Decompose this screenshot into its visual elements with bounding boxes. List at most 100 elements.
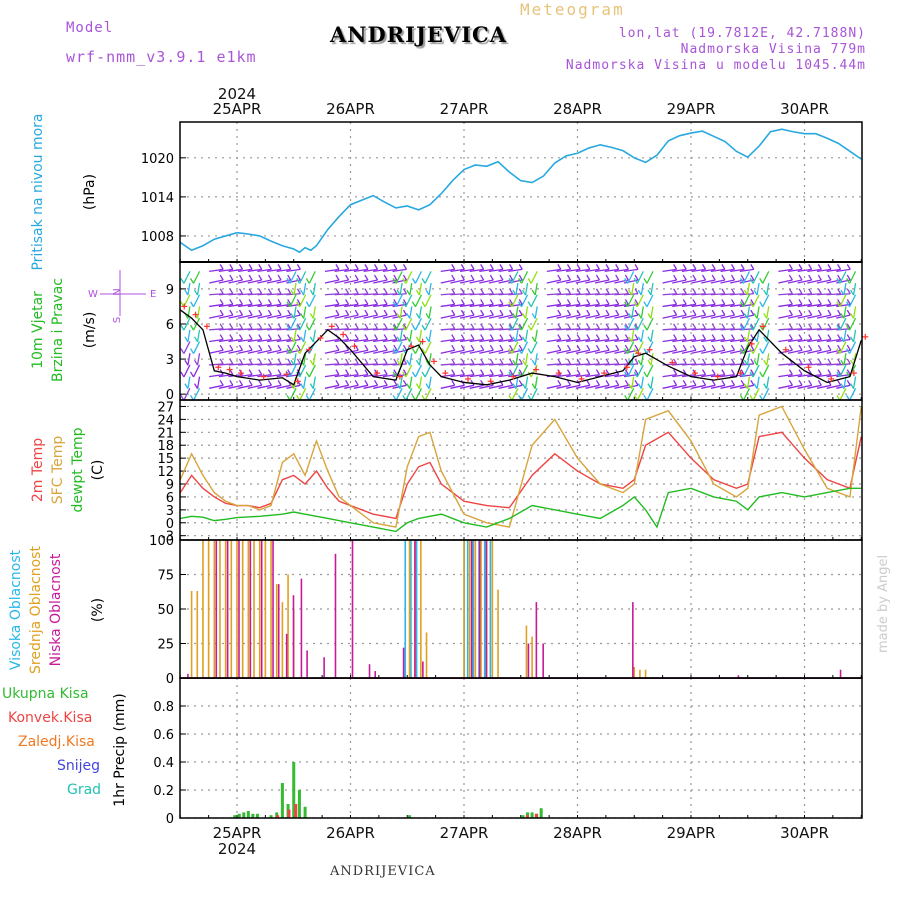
wind-barb: [344, 314, 359, 319]
wind-barb: [585, 293, 600, 296]
wind-barb-tick: [711, 344, 716, 351]
wind-barb: [183, 271, 191, 284]
wind-barb-tick: [425, 289, 430, 296]
wind-barb: [324, 279, 340, 284]
ytick-label-pressure: 1020: [141, 152, 174, 167]
wind-barb: [450, 363, 465, 366]
wind-barb-tick: [846, 299, 851, 305]
wind-barb: [469, 268, 484, 272]
wind-barb-tick: [296, 274, 301, 281]
wind-barb: [778, 328, 793, 331]
wind-barb-tick: [808, 358, 813, 365]
wind-barb: [324, 373, 340, 378]
wind-barb-tick: [296, 278, 301, 284]
wind-barb-tick: [219, 288, 224, 295]
wind-barb-tick: [753, 359, 758, 366]
wind-barb-tick: [277, 369, 282, 375]
wind-barb-tick: [229, 323, 234, 330]
wind-barb: [405, 364, 413, 378]
wind-barb: [257, 293, 272, 296]
wind-barb-tick: [277, 344, 282, 351]
wind-barb-tick: [586, 369, 591, 375]
wind-barb: [720, 303, 735, 308]
wind-barb-tick: [402, 323, 408, 330]
pressure-series-line: [179, 128, 862, 254]
wind-barb-tick: [219, 299, 224, 305]
wind-barb-tick: [393, 274, 398, 281]
wind-barb-tick: [287, 344, 292, 351]
wind-barb-tick: [827, 379, 832, 386]
wind-barb: [730, 293, 745, 296]
wind-barb: [852, 376, 857, 389]
wind-barb: [646, 364, 654, 378]
wind-barb-tick: [749, 324, 754, 331]
wind-barb-tick: [489, 334, 494, 340]
wind-barb-tick: [846, 371, 851, 378]
wind-barb-tick: [499, 344, 504, 351]
wind-barb: [511, 388, 519, 401]
wind-barb-tick: [373, 274, 379, 281]
pressure-unit: (hPa): [82, 174, 98, 210]
wind-barb: [848, 271, 857, 284]
wind-barb-tick: [692, 274, 697, 281]
wind-barb: [650, 353, 654, 366]
wind-barb-tick: [396, 289, 401, 296]
wind-barb-tick: [421, 371, 426, 378]
wind-barb-tick: [586, 299, 591, 305]
wind-barb-tick: [180, 324, 185, 331]
wind-barb-tick: [518, 274, 523, 281]
wind-barb-tick: [850, 313, 855, 319]
wind-barb-tick: [817, 344, 822, 351]
precip-legend-item: Konvek.Kisa: [8, 710, 92, 726]
wind-barb-tick: [557, 334, 562, 340]
wind-barb: [797, 384, 812, 389]
wind-barb-tick: [277, 309, 282, 316]
cloud-label-low: Niska Oblacnost: [48, 553, 64, 666]
ytick-label-temp: 21: [157, 426, 174, 441]
wind-barb-tick: [286, 324, 291, 331]
wind-barb-tick: [743, 383, 749, 389]
wind-barb: [334, 384, 349, 389]
wind-barb-tick: [451, 264, 456, 270]
wind-barb-tick: [509, 344, 514, 351]
wind-barb: [289, 271, 297, 284]
wind-barb-tick: [383, 358, 388, 365]
wind-barb-tick: [354, 379, 359, 386]
ytick-label-temp: -3: [161, 530, 174, 545]
wind-barb: [469, 384, 484, 389]
wind-barb: [382, 363, 397, 366]
wind-barb: [488, 293, 504, 296]
wind-barb-tick: [296, 334, 301, 340]
wind-barb: [405, 294, 413, 308]
wind-barb-tick: [788, 309, 793, 316]
wind-barb: [257, 314, 272, 319]
ukupna-kisa-bar: [521, 815, 525, 818]
wind-barb: [479, 363, 494, 366]
cloud-label-mid: Srednja Oblacnost: [28, 546, 44, 674]
wind-barb: [257, 279, 272, 284]
wind-barb-tick: [586, 379, 591, 386]
wind-barb-tick: [576, 369, 581, 375]
wind-barb: [308, 271, 316, 284]
wind-barb: [534, 353, 538, 366]
wind-barb-tick: [460, 264, 465, 270]
wind-barb: [627, 317, 635, 331]
wind-barb-tick: [673, 288, 678, 295]
wind-barb-tick: [383, 274, 388, 281]
wind-barb-tick: [286, 348, 291, 354]
wind-barb: [575, 279, 590, 284]
wind-barb-tick: [248, 334, 253, 340]
wind-barb-tick: [840, 289, 845, 296]
wind-barb: [450, 268, 465, 272]
wind-barb: [797, 314, 812, 319]
wind-barb: [816, 373, 832, 378]
wind-barb: [797, 268, 812, 272]
wind-barb-tick: [335, 358, 340, 365]
wind-barb: [585, 279, 600, 284]
wind-barb-tick: [527, 301, 532, 308]
wind-barb: [479, 314, 494, 319]
wind-barb: [826, 363, 841, 366]
wind-barb-tick: [335, 379, 340, 386]
wind-barb-tick: [396, 383, 401, 389]
wind-barb: [459, 363, 475, 366]
